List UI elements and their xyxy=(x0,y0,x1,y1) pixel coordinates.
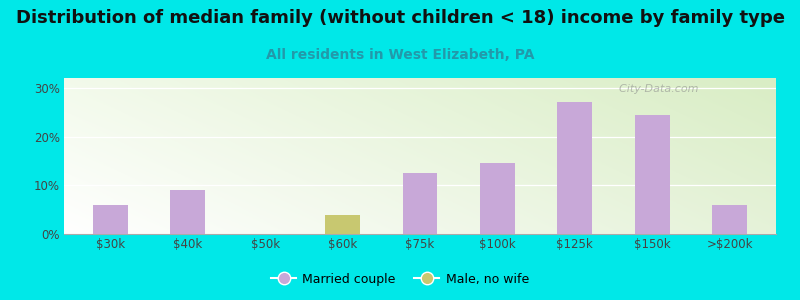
Bar xyxy=(325,214,360,234)
Bar xyxy=(93,205,128,234)
Bar xyxy=(634,115,670,234)
Text: Distribution of median family (without children < 18) income by family type: Distribution of median family (without c… xyxy=(15,9,785,27)
Bar xyxy=(558,102,592,234)
Text: All residents in West Elizabeth, PA: All residents in West Elizabeth, PA xyxy=(266,48,534,62)
Legend: Married couple, Male, no wife: Married couple, Male, no wife xyxy=(266,268,534,291)
Bar xyxy=(170,190,206,234)
Bar xyxy=(712,205,747,234)
Bar xyxy=(480,163,515,234)
Bar xyxy=(402,173,438,234)
Text: City-Data.com: City-Data.com xyxy=(612,84,698,94)
